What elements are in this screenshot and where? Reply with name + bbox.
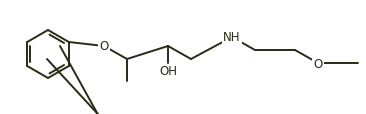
Text: OH: OH: [159, 65, 177, 78]
Text: NH: NH: [223, 31, 241, 44]
Text: O: O: [313, 57, 322, 70]
Text: O: O: [100, 40, 109, 53]
